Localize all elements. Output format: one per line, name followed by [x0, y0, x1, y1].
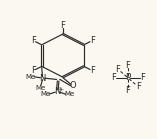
Text: +: +: [58, 87, 63, 92]
Text: Me: Me: [36, 85, 46, 91]
Text: N: N: [39, 74, 46, 83]
Text: Me: Me: [26, 74, 36, 80]
Text: F: F: [140, 73, 145, 82]
Text: F: F: [125, 86, 130, 95]
Text: F: F: [90, 36, 95, 45]
Text: F: F: [115, 65, 120, 74]
Text: F: F: [60, 21, 65, 30]
Text: N: N: [54, 87, 61, 96]
Text: F: F: [31, 66, 36, 75]
Text: F: F: [136, 82, 141, 91]
Text: Me: Me: [64, 91, 74, 97]
Text: F: F: [31, 36, 36, 45]
Text: P: P: [125, 73, 131, 82]
Text: F: F: [111, 73, 116, 82]
Text: F: F: [125, 61, 130, 70]
Text: F: F: [90, 66, 95, 75]
Text: Me: Me: [41, 91, 51, 97]
Text: O: O: [69, 81, 76, 90]
